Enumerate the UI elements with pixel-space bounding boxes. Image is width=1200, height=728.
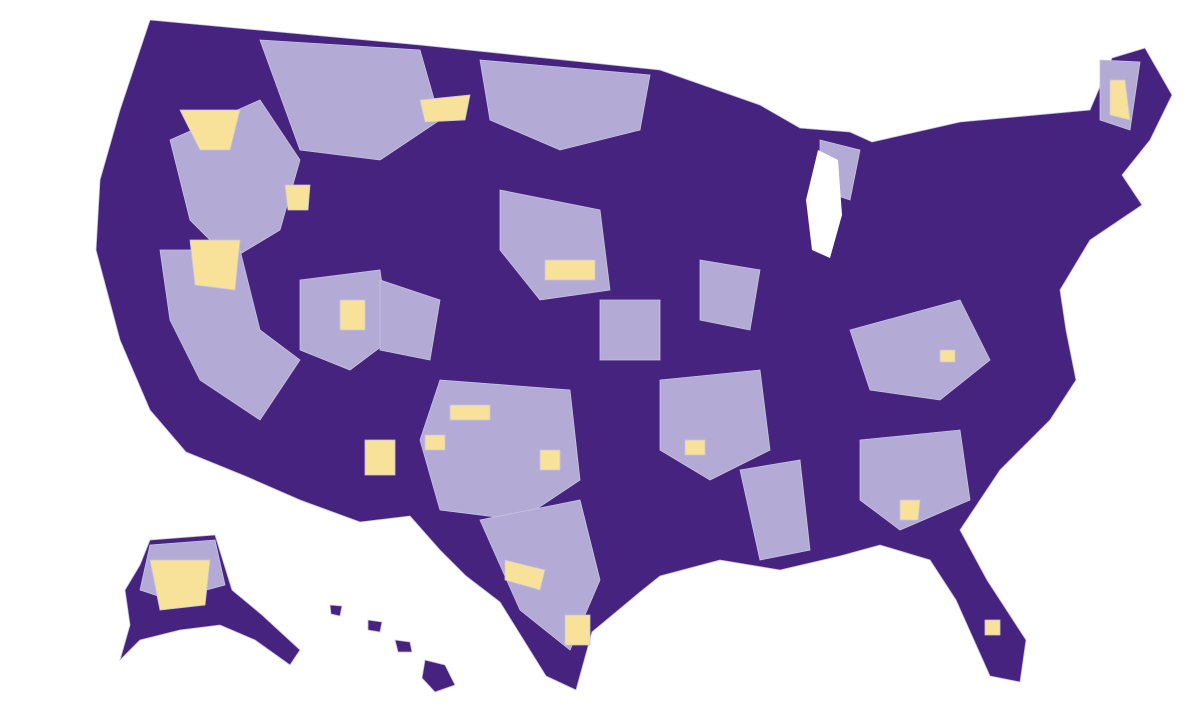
region — [364, 439, 396, 476]
hawaii-maui — [394, 639, 413, 653]
region — [599, 299, 661, 361]
region — [479, 59, 651, 151]
hawaii-kauai — [329, 604, 343, 617]
region — [149, 559, 211, 611]
region — [939, 349, 956, 363]
region — [259, 39, 441, 161]
region — [424, 434, 446, 451]
region — [539, 449, 561, 471]
region — [449, 404, 491, 421]
yellow-regions — [149, 79, 1131, 646]
region — [849, 299, 991, 401]
region — [859, 429, 971, 531]
region — [339, 299, 366, 331]
region — [684, 439, 706, 456]
region — [699, 259, 761, 331]
region — [284, 184, 311, 211]
region — [739, 459, 811, 561]
region — [159, 249, 301, 421]
region — [984, 619, 1001, 636]
hawaii-big — [421, 659, 456, 693]
region — [899, 499, 921, 521]
region — [544, 259, 596, 281]
hawaii-oahu — [367, 619, 383, 633]
region — [564, 614, 591, 646]
region — [504, 559, 546, 591]
region — [419, 94, 471, 123]
lake-michigan — [806, 150, 842, 258]
region — [179, 109, 241, 151]
region — [189, 239, 241, 291]
region — [1109, 79, 1131, 121]
region — [379, 279, 441, 361]
